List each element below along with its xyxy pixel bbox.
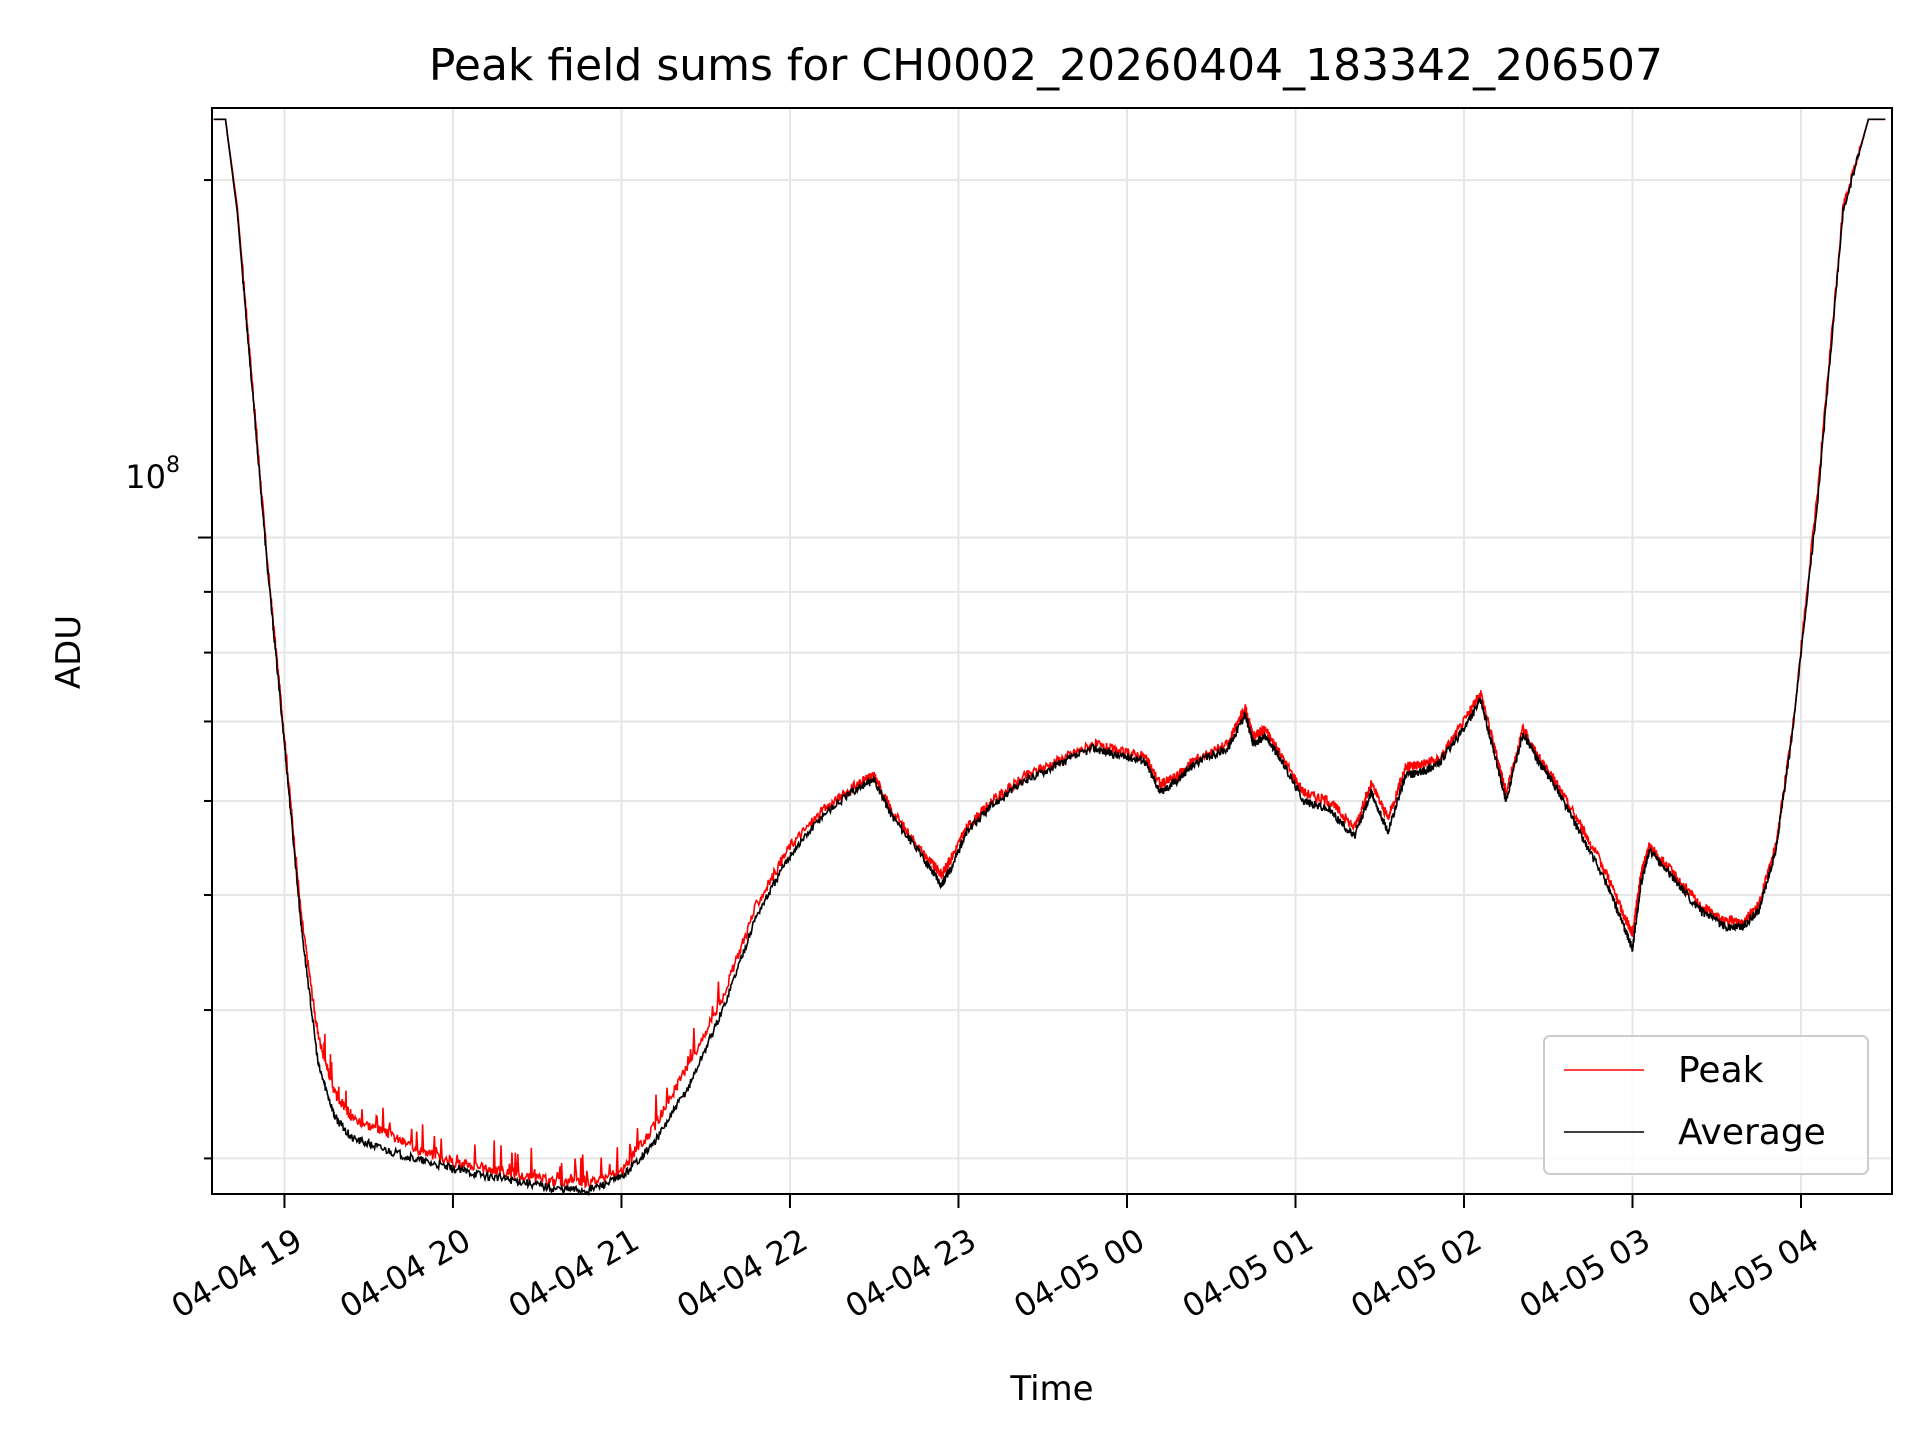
- y-axis-ticks: [198, 179, 212, 1160]
- legend-peak-label: Peak: [1678, 1050, 1764, 1091]
- peak-series-line: [213, 118, 1886, 1190]
- legend: Peak Average: [1543, 1035, 1869, 1175]
- grid-lines: [212, 108, 1892, 1194]
- y-tick-label-base: 10: [125, 458, 166, 496]
- y-axis-label: ADU: [49, 615, 89, 689]
- plot-frame: [211, 107, 1893, 1195]
- y-tick-label-major: 108: [125, 453, 180, 496]
- legend-average-label: Average: [1678, 1112, 1826, 1153]
- average-series-line: [213, 118, 1886, 1197]
- chart-title: Peak field sums for CH0002_20260404_1833…: [429, 40, 1663, 91]
- y-axis: 108: [125, 179, 212, 1160]
- y-tick-label-exponent: 8: [166, 453, 180, 478]
- x-axis-label: Time: [1009, 1369, 1093, 1409]
- plot-series: [213, 118, 1886, 1197]
